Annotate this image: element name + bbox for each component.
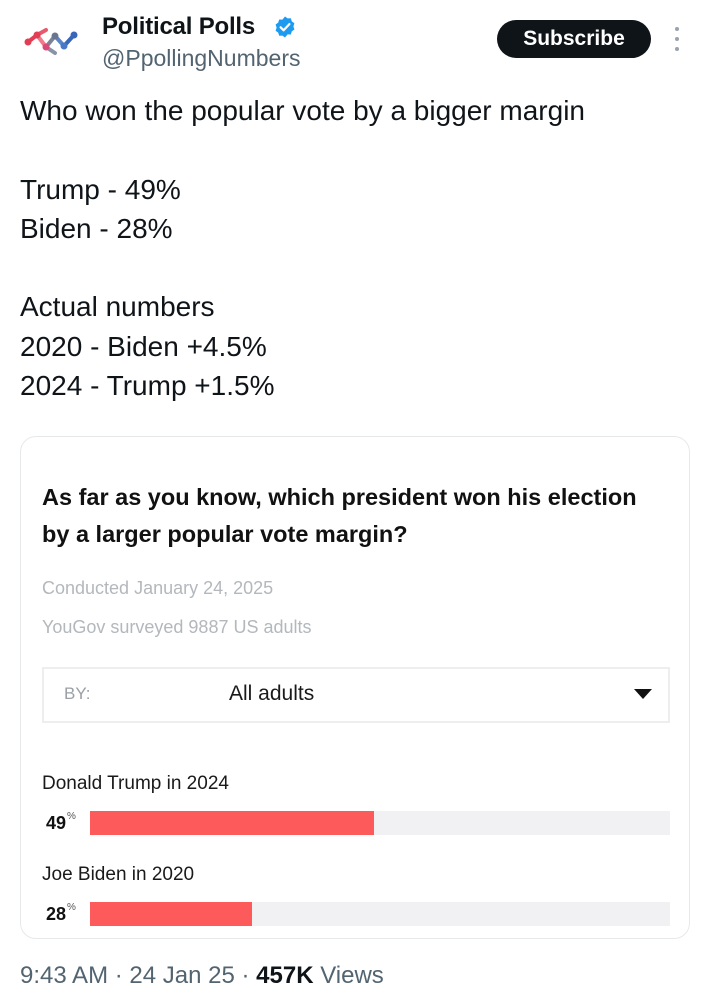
result-percent: 49% [46, 811, 76, 833]
result-bar-track [90, 902, 670, 926]
result-row: Joe Biden in 2020 28% [42, 864, 670, 944]
more-dot [675, 37, 679, 41]
poll-card[interactable]: As far as you know, which president won … [20, 436, 690, 939]
tweet-time[interactable]: 9:43 AM [20, 962, 109, 989]
account-logo[interactable] [22, 26, 80, 60]
result-bar-track [90, 811, 670, 835]
filter-value: All adults [229, 682, 315, 705]
account-handle[interactable]: @PpollingNumbers [102, 45, 301, 71]
poll-conducted-date: Conducted January 24, 2025 [42, 578, 274, 598]
poll-question: As far as you know, which president won … [42, 484, 637, 547]
result-bar-fill [90, 902, 253, 926]
result-percent: 28% [46, 902, 76, 924]
poll-survey-info: YouGov surveyed 9887 US adults [42, 617, 312, 637]
views-count: 457K [256, 962, 314, 989]
filter-label: BY: [64, 684, 91, 703]
filter-dropdown[interactable]: BY: All adults [42, 667, 670, 723]
views-label: Views [320, 962, 384, 989]
more-dot [675, 47, 679, 51]
separator-dot: · [114, 962, 123, 989]
account-name[interactable]: Political Polls [102, 13, 256, 40]
result-row: Donald Trump in 2024 49% [42, 773, 670, 853]
result-bar-fill [90, 811, 375, 835]
subscribe-button[interactable]: Subscribe [497, 20, 651, 58]
result-label: Donald Trump in 2024 [42, 773, 229, 794]
more-vertical-icon[interactable] [670, 24, 684, 54]
result-label: Joe Biden in 2020 [42, 864, 195, 885]
verified-badge-icon [273, 15, 297, 39]
tweet-date[interactable]: 24 Jan 25 [129, 962, 235, 989]
caret-down-icon [634, 689, 652, 699]
more-dot [675, 27, 679, 31]
separator-dot: · [241, 962, 250, 989]
tweet-footer: 9:43 AM · 24 Jan 25 · 457K Views [20, 962, 384, 990]
political-polls-logo-icon [24, 28, 78, 55]
tweet-text: Who won the popular vote by a bigger mar… [20, 95, 585, 402]
tweet-header: Political Polls @PpollingNumbers Subscri… [0, 0, 709, 80]
